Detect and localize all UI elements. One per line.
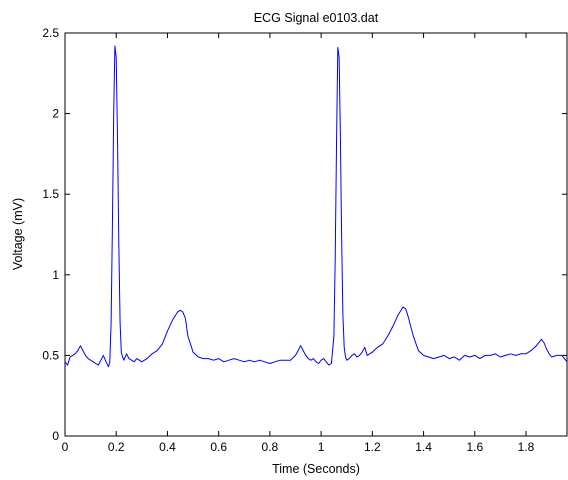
y-tick-label: 1.5 <box>42 187 59 201</box>
x-tick-label: 1.6 <box>466 440 483 454</box>
y-axis: 0 0.5 1 1.5 2 2.5 <box>42 26 567 443</box>
x-tick-label: 1 <box>318 440 325 454</box>
x-tick-label: 0 <box>62 440 69 454</box>
chart-title: ECG Signal e0103.dat <box>254 11 379 25</box>
y-axis-label: Voltage (mV) <box>11 198 25 270</box>
x-tick-label: 0.8 <box>262 440 279 454</box>
x-axis-label: Time (Seconds) <box>272 462 360 476</box>
y-tick-label: 1 <box>52 268 59 282</box>
y-tick-label: 2.5 <box>42 26 59 40</box>
x-tick-label: 1.4 <box>415 440 432 454</box>
y-tick-label: 2 <box>52 107 59 121</box>
y-tick-label: 0 <box>52 429 59 443</box>
y-tick-label: 0.5 <box>42 348 59 362</box>
x-axis: 0 0.2 0.4 0.6 0.8 1 1.2 1.4 1.6 1.8 <box>62 33 535 454</box>
x-tick-label: 1.8 <box>518 440 535 454</box>
plot-area <box>64 32 568 437</box>
x-tick-label: 0.2 <box>108 440 125 454</box>
ecg-signal-line <box>64 45 568 368</box>
x-tick-label: 0.6 <box>210 440 227 454</box>
x-tick-label: 0.4 <box>159 440 176 454</box>
x-tick-label: 1.2 <box>364 440 381 454</box>
